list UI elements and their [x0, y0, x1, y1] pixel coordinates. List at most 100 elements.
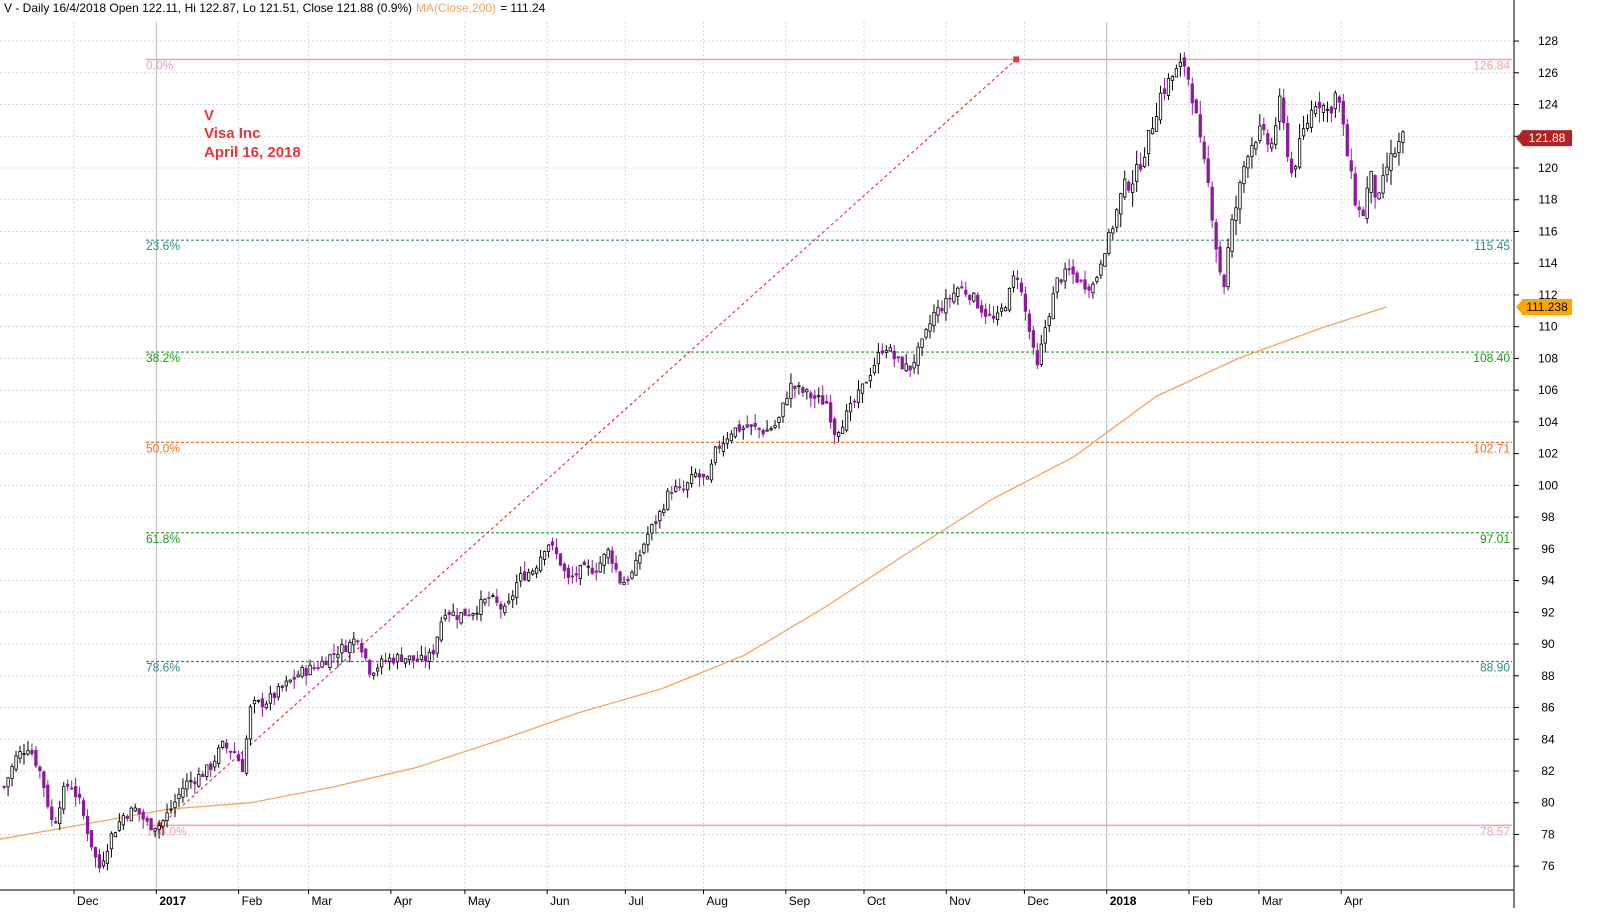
candle-body	[741, 427, 745, 430]
candle-body	[626, 578, 630, 582]
candle-body	[58, 807, 62, 824]
candle-body	[403, 658, 408, 664]
candle-body	[240, 758, 245, 773]
candle-body	[813, 395, 817, 399]
candle-body	[292, 676, 296, 680]
ma-label: MA(Close,200)	[416, 1, 496, 15]
candle-body	[1373, 174, 1377, 198]
moving-average-layer	[0, 306, 1387, 840]
candle-body	[940, 308, 944, 312]
candle-body	[717, 445, 722, 449]
candle-body	[1023, 293, 1028, 312]
y-tick-label: 76	[1541, 859, 1555, 873]
candle-body	[1238, 182, 1242, 210]
svg-text:V - Daily 16/4/2018 Open 122.1: V - Daily 16/4/2018 Open 122.11, Hi 122.…	[4, 1, 546, 15]
candle-body	[1039, 343, 1043, 365]
candle-body	[10, 766, 14, 779]
candle-body	[1401, 131, 1405, 143]
y-tick-label: 82	[1541, 764, 1555, 778]
annotation-date: April 16, 2018	[204, 144, 301, 161]
candle-body	[487, 597, 491, 599]
candle-body	[825, 400, 829, 404]
candle-body	[344, 645, 348, 653]
candle-body	[789, 382, 793, 400]
candle-body	[42, 771, 46, 789]
candle-body	[89, 830, 94, 848]
candle-body	[360, 643, 364, 653]
y-tick-label: 126	[1538, 66, 1558, 80]
candle-body	[300, 667, 304, 677]
x-tick-label: Dec	[1027, 894, 1048, 908]
candle-body	[463, 608, 467, 616]
candle-body	[924, 329, 928, 338]
candle-body	[415, 658, 420, 663]
candle-body	[872, 365, 877, 374]
candle-body	[1333, 92, 1337, 110]
candle-body	[1246, 156, 1250, 169]
y-tick-label: 104	[1538, 415, 1558, 429]
candle-body	[1083, 279, 1087, 290]
x-tick-label: 2017	[159, 894, 186, 908]
candle-body	[2, 786, 6, 788]
fib-level-value: 108.40	[1473, 351, 1510, 365]
candle-body	[1258, 125, 1262, 141]
candle-body	[984, 308, 988, 317]
price-badge-arrow	[1516, 130, 1523, 147]
candle-body	[340, 644, 344, 654]
candle-body	[884, 350, 888, 353]
candle-body	[34, 750, 38, 767]
candle-body	[70, 787, 74, 790]
y-tick-label: 110	[1538, 320, 1557, 334]
candle-body	[515, 582, 519, 598]
candle-body	[1162, 88, 1167, 94]
candle-body	[1111, 228, 1115, 234]
candle-body	[1123, 178, 1127, 198]
candle-body	[1278, 95, 1282, 122]
candle-body	[1389, 153, 1393, 171]
candle-body	[531, 570, 535, 575]
candle-body	[1293, 166, 1298, 170]
candle-body	[817, 395, 821, 398]
candle-body	[137, 808, 141, 815]
price-badge	[1522, 130, 1572, 147]
candle-body	[892, 350, 896, 360]
candle-body	[248, 706, 253, 740]
candle-body	[952, 292, 956, 303]
fib-level-percent: 0.0%	[146, 58, 174, 72]
candle-body	[610, 550, 614, 564]
candle-body	[26, 750, 30, 755]
y-tick-label: 84	[1541, 732, 1555, 746]
candle-body	[598, 562, 602, 573]
candle-body	[439, 621, 443, 641]
candle-body	[1345, 124, 1349, 157]
candle-body	[1107, 232, 1111, 254]
candle-body	[777, 416, 781, 423]
y-tick-label: 100	[1538, 478, 1558, 492]
candle-body	[431, 649, 435, 655]
candle-body	[483, 598, 487, 604]
candle-body	[582, 561, 586, 566]
candle-body	[316, 667, 320, 669]
candle-body	[1393, 152, 1397, 158]
candle-body	[332, 653, 336, 655]
candle-body	[852, 400, 857, 403]
candle-body	[153, 828, 157, 832]
candle-body	[523, 571, 527, 581]
candle-body	[185, 780, 189, 790]
ma200-line	[0, 306, 1387, 840]
candle-body	[1139, 164, 1143, 170]
candle-body	[590, 567, 594, 574]
candle-body	[991, 315, 996, 319]
candle-body	[145, 817, 149, 822]
candle-body	[1051, 293, 1055, 320]
candle-body	[376, 667, 380, 672]
candle-body	[761, 430, 765, 435]
y-tick-label: 108	[1538, 351, 1558, 365]
candle-body	[936, 307, 940, 316]
candle-body	[268, 693, 272, 704]
candle-body	[399, 654, 404, 662]
candle-body	[328, 654, 332, 669]
chart-annotation: V Visa Inc April 16, 2018	[204, 107, 301, 161]
candle-body	[1099, 263, 1103, 276]
